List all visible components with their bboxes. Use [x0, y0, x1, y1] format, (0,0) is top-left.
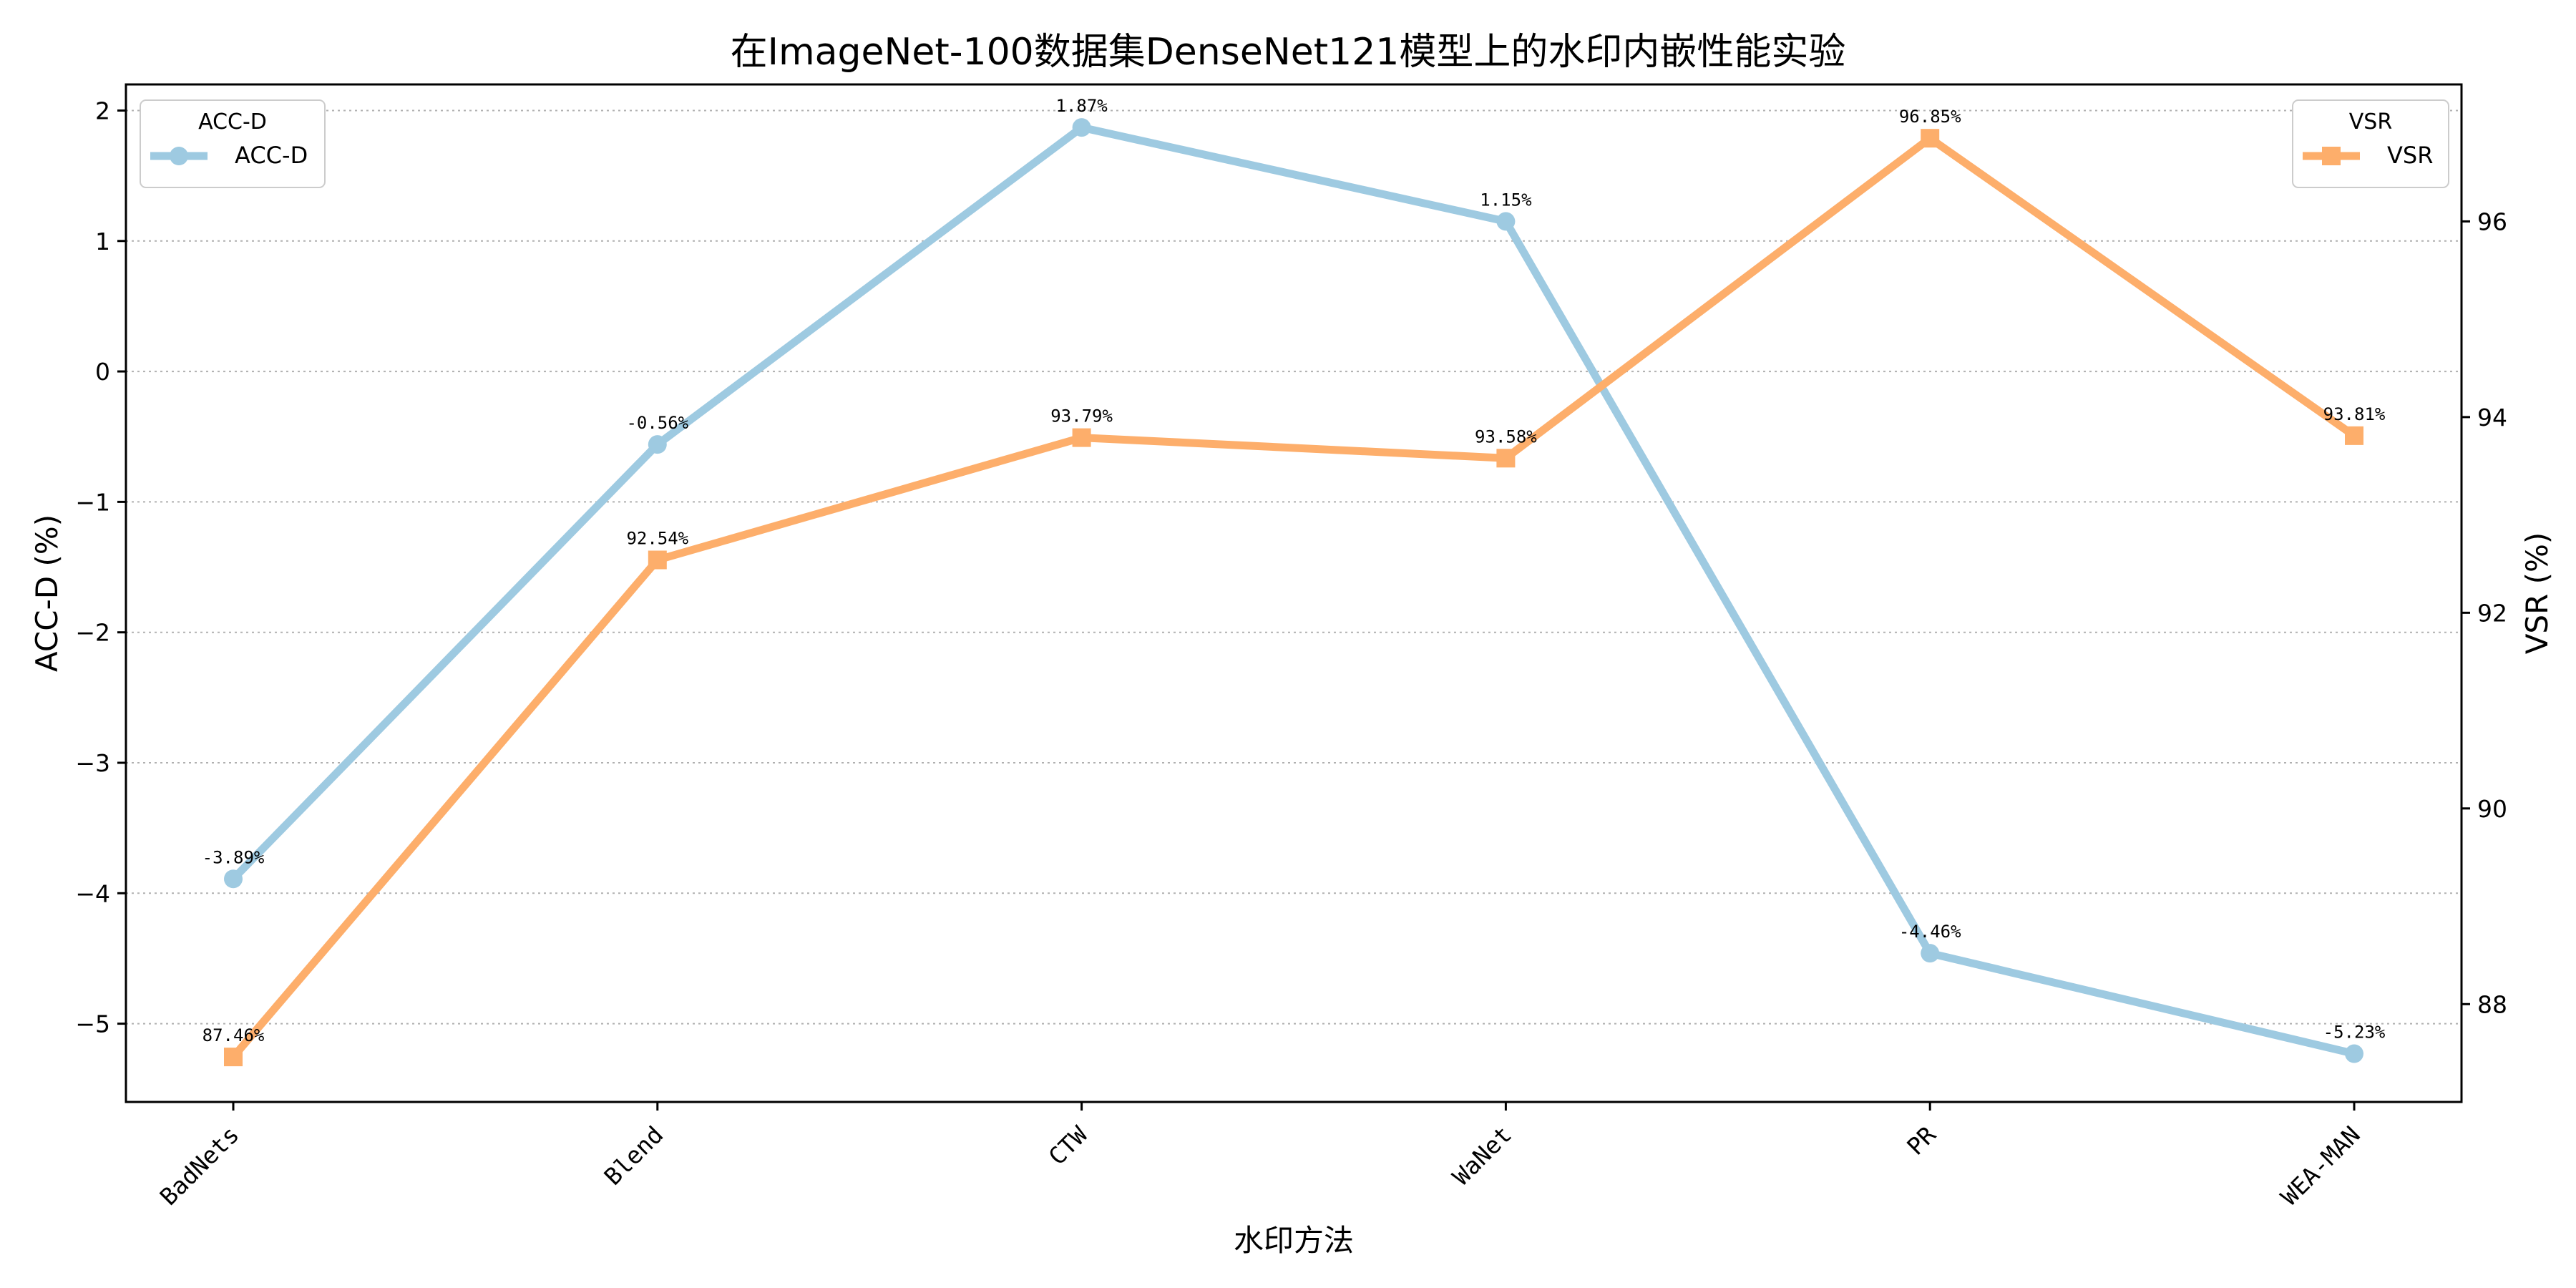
right-y-axis: 88 90 92 94 96	[2462, 208, 2507, 1018]
data-label: -5.23%	[2323, 1023, 2386, 1043]
grid-lines	[126, 109, 2462, 1025]
data-label: 87.46%	[203, 1025, 265, 1045]
data-label: 1.87%	[1055, 96, 1108, 116]
left-y-tick-label: 1	[95, 228, 110, 255]
data-point	[1921, 129, 1940, 148]
data-point	[1921, 944, 1940, 963]
right-y-tick-label: 88	[2477, 990, 2507, 1018]
data-point	[224, 1048, 243, 1067]
x-axis: BadNets Blend CTW WaNet PR WEA-MAN	[155, 1102, 2366, 1211]
left-y-tick-label: −5	[75, 1010, 110, 1038]
x-tick-label: WaNet	[1447, 1121, 1517, 1191]
data-point	[224, 869, 243, 889]
x-tick-label: PR	[1901, 1121, 1941, 1161]
series-layer	[224, 118, 2363, 1067]
data-label: 93.81%	[2323, 404, 2386, 424]
left-y-tick-label: −1	[75, 488, 110, 516]
left-y-tick-label: −2	[75, 619, 110, 647]
legend-entry: VSR	[2387, 142, 2433, 169]
left-y-tick-label: −4	[75, 879, 110, 907]
right-y-tick-label: 94	[2477, 404, 2507, 431]
legend-marker	[170, 147, 188, 165]
x-tick-label: WEA-MAN	[2275, 1121, 2366, 1211]
data-label: 1.15%	[1480, 190, 1532, 210]
right-y-tick-label: 90	[2477, 795, 2507, 823]
data-point	[2345, 1044, 2363, 1063]
legend-box	[2292, 99, 2449, 188]
data-label: 93.79%	[1050, 406, 1113, 426]
data-label: -3.89%	[203, 847, 265, 867]
data-point	[1072, 428, 1091, 447]
data-label: -4.46%	[1899, 922, 1961, 942]
data-point	[648, 435, 667, 454]
right-y-tick-label: 92	[2477, 599, 2507, 627]
legend-box	[140, 99, 326, 188]
left-y-tick-label: 2	[95, 97, 110, 125]
data-labels: -3.89% -0.56% 1.87% 1.15% -4.46% -5.23% 87.46%…	[203, 96, 2386, 1045]
x-tick-label: BadNets	[155, 1121, 245, 1211]
x-tick-label: CTW	[1043, 1121, 1093, 1171]
left-y-tick-label: 0	[95, 358, 110, 386]
right-y-tick-label: 96	[2477, 208, 2507, 235]
series-vsr	[224, 129, 2363, 1067]
plot-frame	[125, 83, 2463, 1103]
left-y-axis: −5 −4 −3 −2 −1 0 1 2	[75, 97, 126, 1038]
data-label: 96.85%	[1899, 107, 1961, 127]
series-line	[229, 134, 2358, 1061]
data-point	[1496, 449, 1516, 468]
data-point	[1496, 212, 1516, 231]
data-point	[1072, 118, 1091, 137]
legend-marker	[2322, 147, 2341, 165]
series-acc-d	[224, 118, 2363, 1063]
data-point	[2345, 426, 2363, 445]
data-label: 92.54%	[626, 529, 688, 549]
legend-title: VSR	[2349, 109, 2392, 135]
series-line	[229, 123, 2358, 1058]
data-label: -0.56%	[626, 413, 688, 433]
x-tick-label: Blend	[599, 1121, 669, 1191]
data-label: 93.58%	[1475, 426, 1537, 447]
x-axis-label: 水印方法	[1234, 1223, 1354, 1258]
chart-title: 在ImageNet-100数据集DenseNet121模型上的水印内嵌性能实验	[731, 31, 1846, 74]
data-point	[648, 550, 667, 570]
left-y-axis-label: ACC-D (%)	[29, 514, 64, 672]
legend-vsr: VSR VSR	[2292, 99, 2449, 188]
legend-entry: ACC-D	[235, 142, 308, 169]
right-y-axis-label: VSR (%)	[2519, 532, 2555, 655]
left-y-tick-label: −3	[75, 749, 110, 777]
legend-title: ACC-D	[198, 109, 267, 135]
legend-acc-d: ACC-D ACC-D	[140, 99, 326, 188]
